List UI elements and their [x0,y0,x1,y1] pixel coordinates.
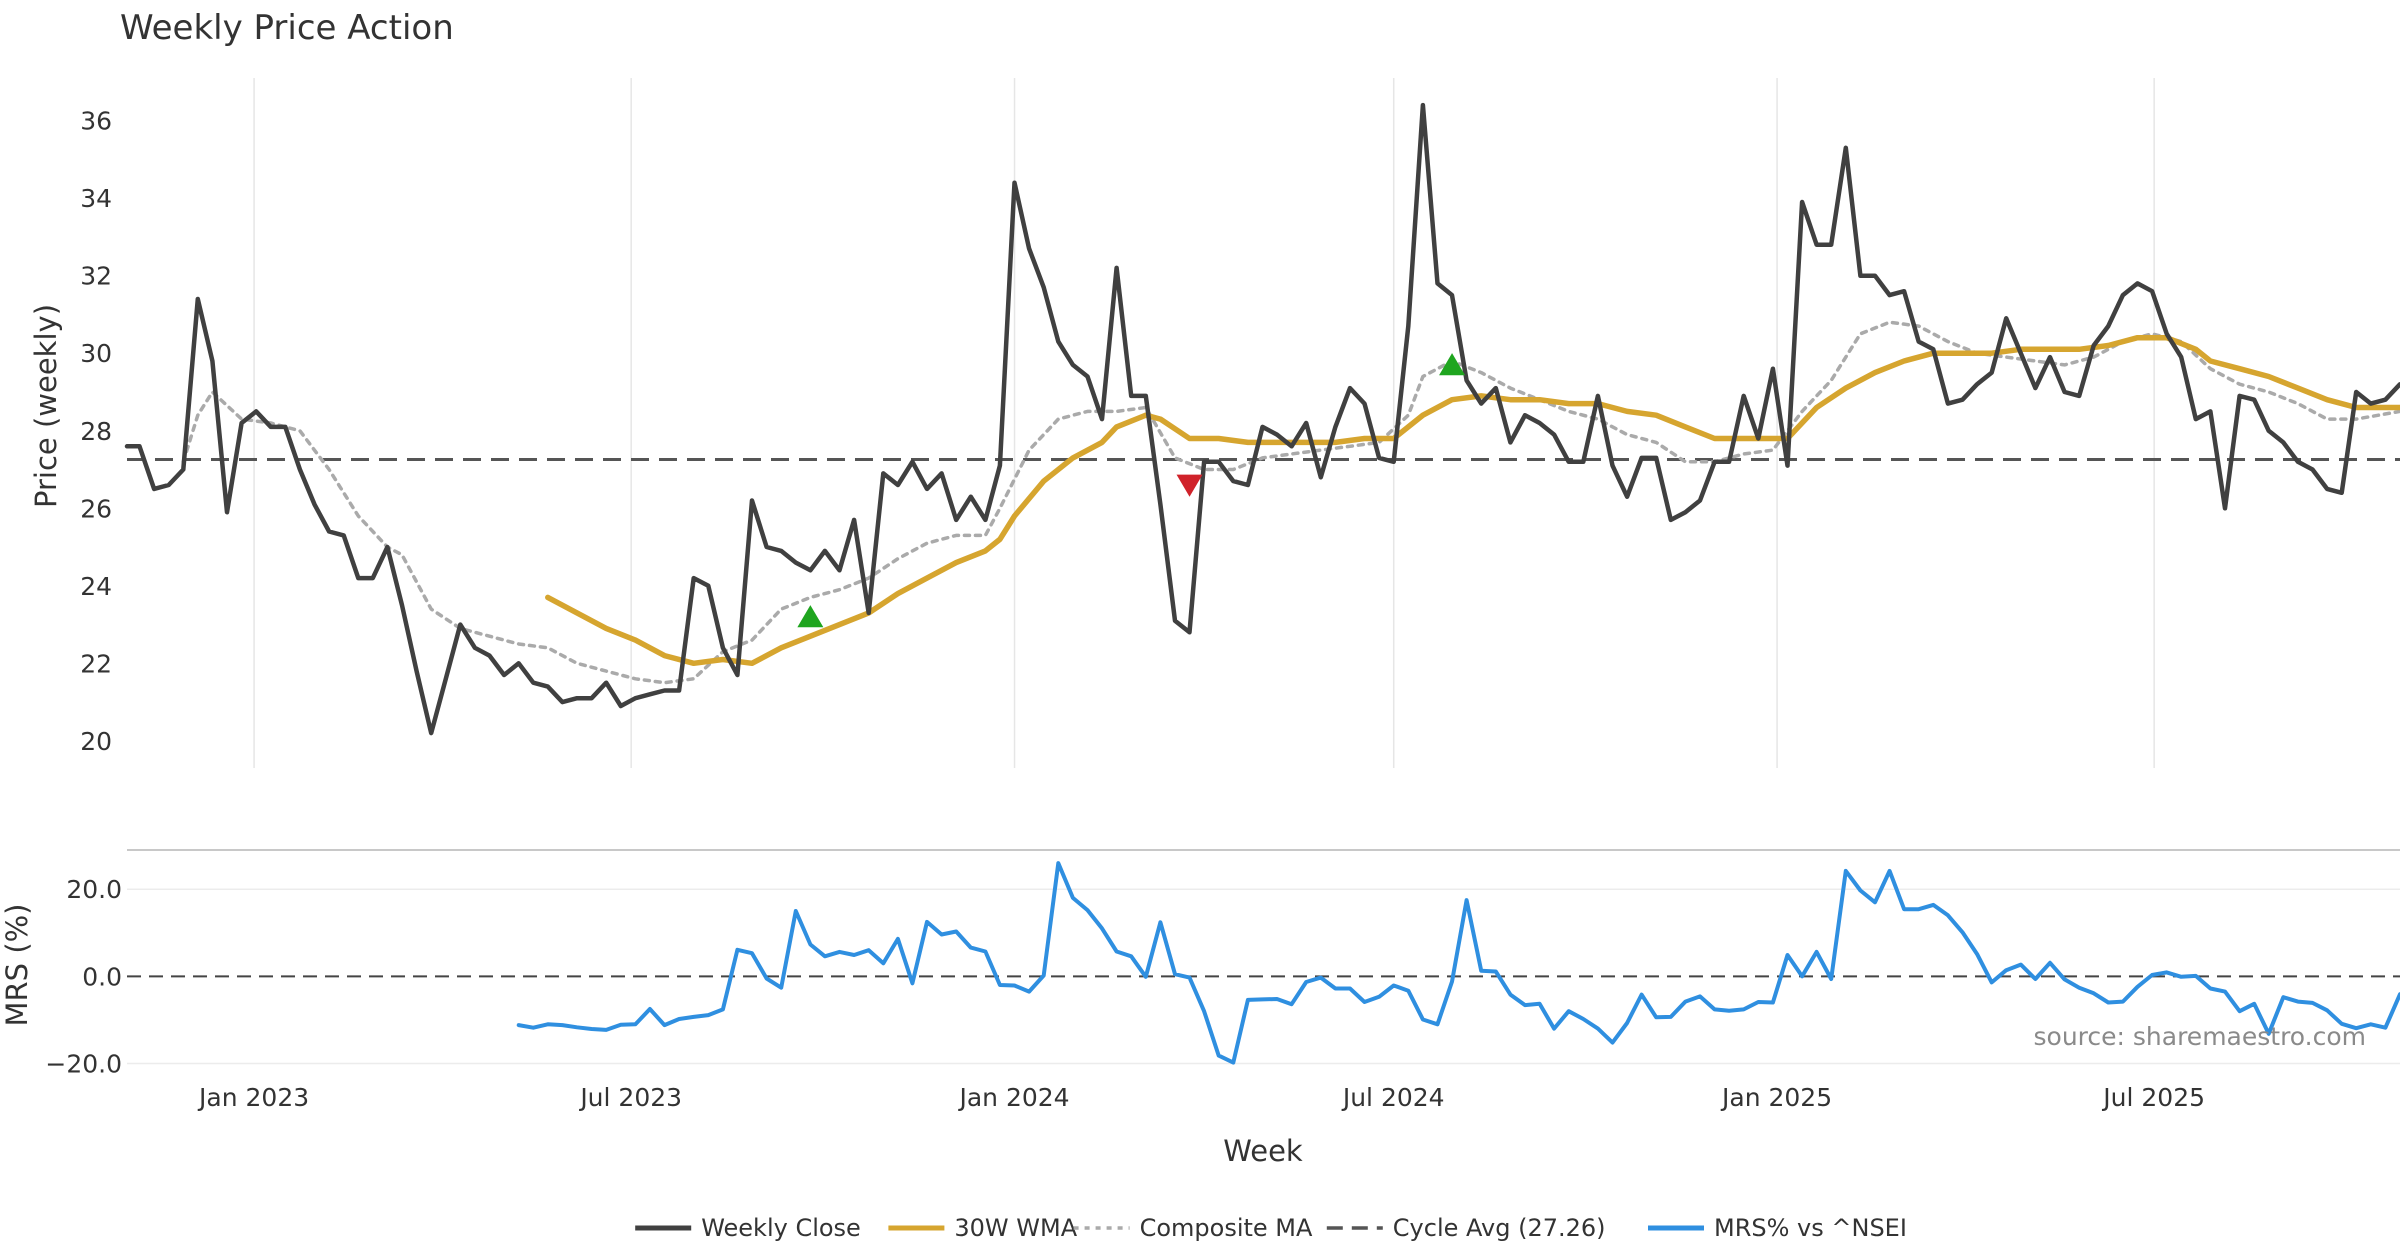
series-30w-wma [545,334,2400,667]
y-tick-label: 26 [80,494,112,523]
grid [127,78,2400,1065]
y-tick-label: 22 [80,649,112,678]
series-mrs-vs-nsei [516,861,2400,1065]
x-tick-label: Jul 2023 [578,1083,682,1112]
legend-label: MRS% vs ^NSEI [1714,1214,1907,1242]
axis-layer: Jan 2023 Jul 2023 Jan 2024 Jul 2024 Jan 2025… [45,107,2205,1112]
legend-label: Cycle Avg (27.26) [1393,1214,1606,1242]
y-tick-label: 24 [80,572,112,601]
y-tick-label: 36 [80,107,112,136]
sell-signal-marker [1176,474,1203,497]
series-weekly-close [124,102,2400,736]
source-label: source: sharemaestro.com [2034,1022,2367,1051]
buy-signal-marker [1439,353,1466,376]
mrs-tick-label: −20.0 [45,1049,122,1078]
x-tick-label: Jan 2025 [1720,1083,1832,1112]
data-layer [124,102,2400,1065]
x-tick-label: Jan 2024 [957,1083,1069,1112]
series-composite-ma [181,320,2400,685]
legend: Weekly Close 30W WMA Composite MA Cycle Avg… [635,1214,1907,1242]
y-tick-label: 34 [80,184,112,213]
y-axis-title: Price (weekly) [29,304,63,508]
y-tick-label: 32 [80,262,112,291]
x-tick-label: Jul 2024 [1341,1083,1445,1112]
chart-title: Weekly Price Action [120,8,454,48]
y-tick-label: 28 [80,417,112,446]
y-tick-label: 20 [80,727,112,756]
mrs-axis-title: MRS (%) [0,904,34,1027]
legend-label: 30W WMA [954,1214,1077,1242]
legend-label: Weekly Close [701,1214,861,1242]
mrs-tick-label: 0.0 [82,962,122,991]
x-axis-title: Week [1223,1134,1303,1168]
mrs-tick-label: 20.0 [66,875,122,904]
x-tick-label: Jan 2023 [197,1083,309,1112]
buy-signal-marker [797,605,824,628]
x-tick-label: Jul 2025 [2101,1083,2205,1112]
legend-label: Composite MA [1140,1214,1313,1242]
y-tick-label: 30 [80,339,112,368]
